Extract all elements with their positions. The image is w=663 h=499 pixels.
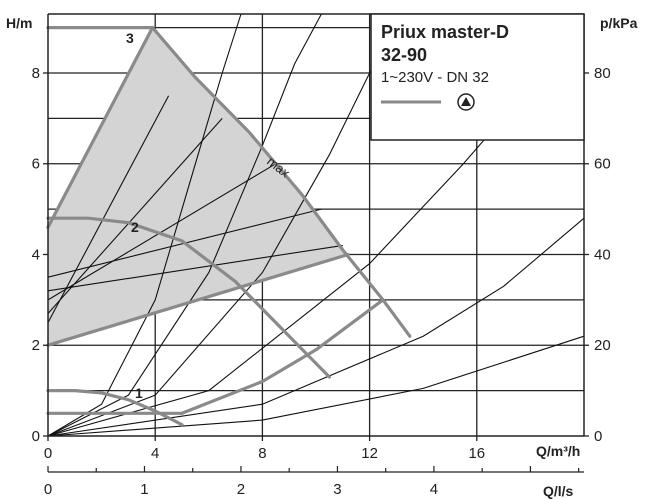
y-tick-label: 8 bbox=[32, 65, 40, 82]
y2-tick-label: 60 bbox=[594, 156, 611, 173]
pump-curves bbox=[46, 26, 412, 427]
legend-model: 32-90 bbox=[381, 45, 427, 65]
x2-tick-label: 3 bbox=[333, 481, 341, 498]
system-curve bbox=[47, 335, 585, 437]
legend: Priux master-D 32-90 1~230V - DN 32 bbox=[370, 13, 585, 141]
y2-tick-label: 20 bbox=[594, 337, 611, 354]
speed-line bbox=[47, 163, 277, 301]
x2-tick-label: 2 bbox=[237, 481, 245, 498]
speed-line bbox=[47, 95, 170, 323]
legend-title: Priux master-D bbox=[381, 22, 509, 42]
curve-label-1: 1 bbox=[135, 385, 143, 401]
pump-curve-boundary bbox=[180, 298, 385, 415]
speed-lines bbox=[47, 95, 343, 323]
system-curve bbox=[47, 13, 242, 437]
y-tick-label: 0 bbox=[32, 428, 40, 445]
curve-label-2: 2 bbox=[131, 219, 139, 235]
x-tick-label: 0 bbox=[44, 445, 52, 462]
y2-tick-label: 40 bbox=[594, 246, 611, 263]
x2-axis-label: Q/l/s bbox=[543, 483, 574, 499]
y-axis-label: H/m bbox=[6, 15, 32, 31]
curve-label-3: 3 bbox=[126, 30, 134, 46]
x2-tick-label: 4 bbox=[430, 481, 438, 498]
pump-triangle-circle-icon bbox=[457, 93, 475, 111]
x2-tick-label: 1 bbox=[140, 481, 148, 498]
pump-curve-boundary bbox=[46, 26, 155, 229]
system-curves bbox=[47, 13, 585, 437]
y2-tick-label: 80 bbox=[594, 65, 611, 82]
pump-curve-boundary bbox=[46, 252, 350, 347]
x-axis-label: Q/m³/h bbox=[536, 443, 580, 459]
x-tick-label: 8 bbox=[258, 445, 266, 462]
pump-curve-2 bbox=[46, 216, 331, 379]
x-tick-label: 4 bbox=[151, 445, 159, 462]
y-tick-label: 2 bbox=[32, 337, 40, 354]
speed-line bbox=[47, 118, 223, 314]
system-curve bbox=[47, 13, 322, 437]
y2-axis-label: p/kPa bbox=[600, 15, 638, 31]
legend-box bbox=[370, 13, 585, 141]
speed-line bbox=[47, 244, 343, 292]
x-tick-label: 16 bbox=[468, 445, 485, 462]
x-tick-label: 12 bbox=[361, 445, 378, 462]
y2-tick-label: 0 bbox=[594, 428, 602, 445]
system-curve bbox=[47, 217, 585, 437]
x2-tick-label: 0 bbox=[44, 481, 52, 498]
operating-area bbox=[48, 27, 349, 346]
y-tick-label: 6 bbox=[32, 156, 40, 173]
legend-subtitle: 1~230V - DN 32 bbox=[381, 69, 489, 86]
y-tick-label: 4 bbox=[32, 246, 40, 263]
operating-area-fill bbox=[48, 27, 349, 346]
